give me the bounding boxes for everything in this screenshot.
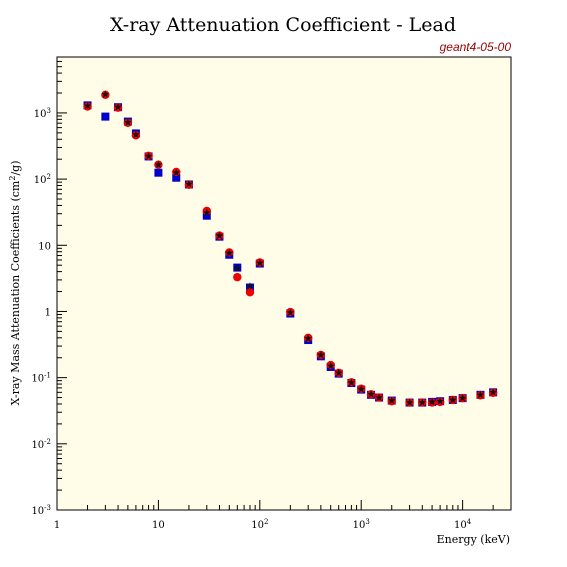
star-point	[255, 258, 264, 267]
axes: 1 10 102 103 104 10-3 10-2 10-1 1 10 102 103	[31, 56, 512, 531]
y-tick-label: 103	[34, 107, 51, 120]
star-point	[316, 350, 325, 359]
version-label: geant4-05-00	[440, 40, 512, 54]
x-axis-label: Energy (keV)	[437, 533, 510, 546]
star-point	[131, 130, 140, 139]
star-point	[476, 390, 485, 399]
star-point	[387, 396, 396, 404]
x-tick-label: 103	[353, 518, 370, 531]
star-point	[114, 102, 123, 111]
star-point	[184, 179, 193, 188]
x-tick-label: 104	[454, 518, 472, 531]
star-point	[489, 388, 498, 396]
star-point	[436, 397, 445, 405]
star-point	[202, 208, 211, 217]
star-point	[172, 168, 181, 177]
y-tick-label: 10	[38, 241, 51, 252]
star-point	[286, 308, 295, 317]
y-tick-label: 10-2	[31, 438, 51, 451]
star-point	[123, 118, 132, 126]
y-tick-label: 10-1	[31, 372, 51, 385]
star-point	[326, 361, 335, 370]
chart-title: X-ray Attenuation Coefficient - Lead	[110, 14, 456, 36]
square-point	[101, 112, 110, 121]
circle-point	[245, 288, 255, 297]
star-point	[101, 90, 110, 98]
x-tick-label: 10	[152, 520, 165, 531]
star-point	[367, 390, 376, 398]
star-point	[144, 151, 153, 160]
star-point	[233, 264, 242, 272]
y-tick-label: 10-3	[31, 504, 51, 517]
data-points	[83, 90, 498, 407]
star-point	[154, 160, 163, 169]
star-point	[347, 378, 356, 387]
star-point	[83, 101, 92, 110]
star-point	[245, 282, 254, 290]
star-point	[405, 398, 414, 406]
star-point	[448, 395, 457, 404]
y-tick-label: 1	[45, 307, 51, 318]
star-point	[418, 398, 427, 406]
x-tick-label: 102	[251, 518, 268, 531]
y-tick-label: 102	[34, 173, 51, 186]
square-point	[172, 173, 181, 182]
star-point	[458, 393, 467, 402]
x-tick-label: 1	[54, 520, 60, 531]
star-point	[375, 393, 384, 401]
star-point	[304, 334, 313, 342]
y-axis-label-suffix: /g)	[9, 160, 22, 175]
square-point	[154, 168, 163, 177]
square-point	[202, 211, 211, 220]
y-axis-label-prefix: X-ray Mass Attenuation Coefficients (cm	[9, 180, 22, 405]
circle-point	[233, 272, 242, 282]
star-point	[334, 368, 343, 377]
y-axis-label: X-ray Mass Attenuation Coefficients (cm2…	[8, 160, 23, 405]
star-point	[225, 248, 234, 257]
star-point	[428, 397, 437, 406]
star-point	[357, 384, 366, 393]
y-axis-label-sup: 2	[8, 176, 17, 181]
star-point	[215, 231, 224, 240]
